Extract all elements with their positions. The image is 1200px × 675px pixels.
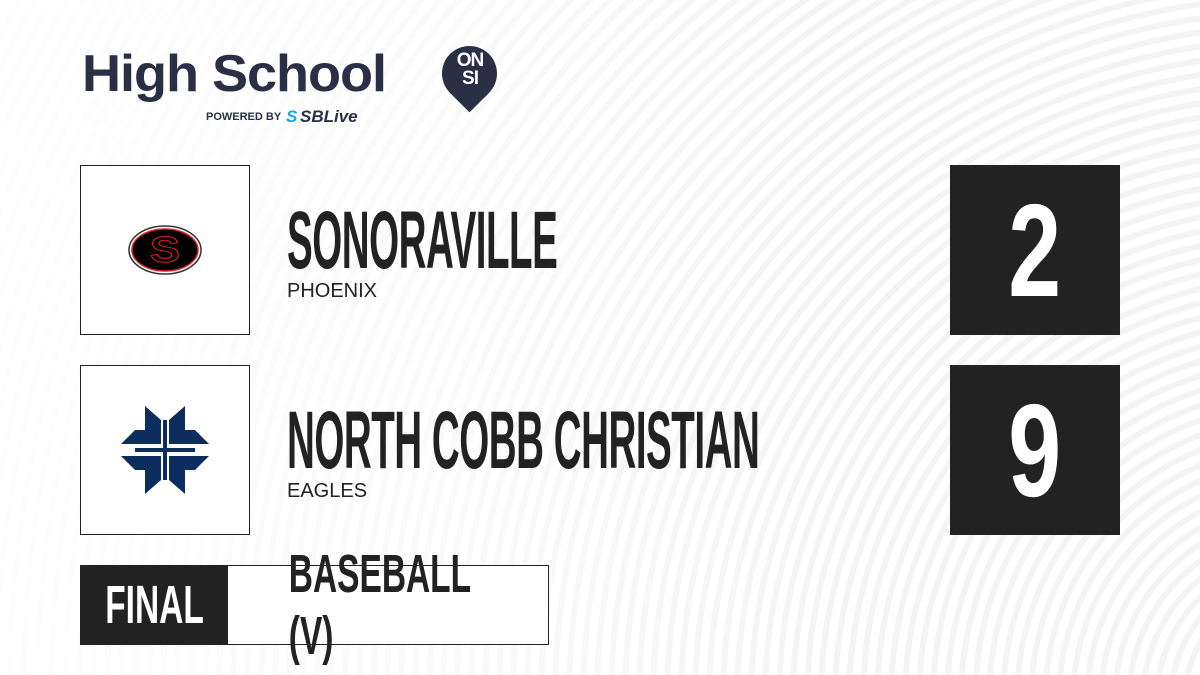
team-logo-sonoraville: S [80, 165, 250, 335]
high-school-on-si-logo: High School ON SI POWERED BY S [82, 34, 509, 126]
final-badge: FINAL [81, 566, 228, 644]
sblive-logo: S [286, 107, 298, 126]
team-name-home: SONORAVILLE [287, 195, 558, 286]
score-away: 9 [950, 365, 1120, 535]
oval-s-logo-icon: S [128, 225, 202, 275]
score-home: 2 [950, 165, 1120, 335]
powered-by: POWERED BY [206, 111, 282, 123]
team-name-away: NORTH COBB CHRISTIAN [287, 395, 760, 486]
team-mascot-home: PHOENIX [287, 280, 378, 302]
cross-logo-icon [121, 406, 209, 494]
team-mascot-away: EAGLES [287, 480, 368, 502]
partner-name: SBLive [300, 107, 358, 126]
badge-text: ON SI [456, 50, 485, 89]
sport-label: BASEBALL (V) [288, 544, 471, 666]
brand-title: High School [82, 45, 387, 103]
game-status-bar: FINAL BASEBALL (V) [80, 544, 549, 666]
svg-text:S: S [150, 229, 180, 270]
team-logo-north-cobb-christian [80, 365, 250, 535]
